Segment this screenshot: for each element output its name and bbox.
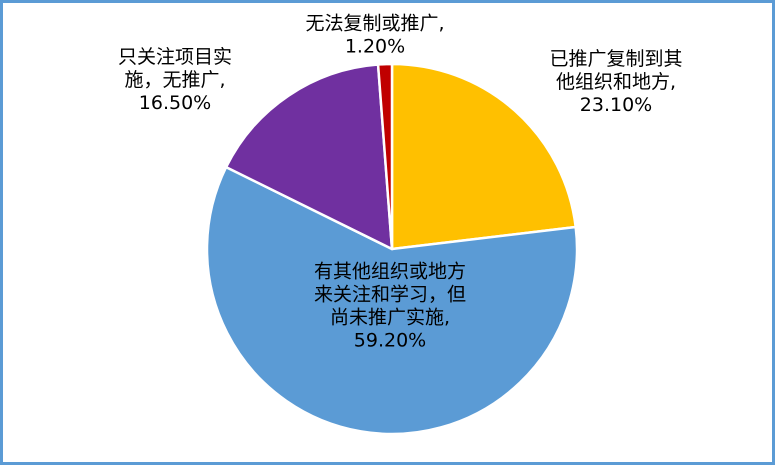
pie-slice-label-4: 无法复制或推广, 1.20% [305,13,444,58]
pie-slice-label-line: 16.50% [139,92,211,114]
pie-labels: 已推广复制到其他组织和地方, 23.10% 有其他组织或地方来关注和学习，但尚未推广… [118,13,683,352]
pie-slice-label-line: 来关注和学习，但 [314,284,466,306]
pie-slice-2 [205,165,579,436]
pie-slices [205,62,579,436]
pie-slice-label-line: 他组织和地方, [556,71,676,93]
pie-slice-label-line: 施，无推广, [124,69,225,91]
pie-slice-label-line: 23.10% [580,94,652,116]
pie-slice-label-line: 59.20% [354,330,426,352]
pie-slice-4 [376,62,394,251]
pie-slice-label-line: 只关注项目实 [118,46,232,68]
pie-slice-label-line: 1.20% [345,36,405,58]
pie-slice-label-2: 有其他组织或地方来关注和学习，但尚未推广实施, 59.20% [314,261,466,352]
pie-slice-1 [390,62,577,251]
pie-slice-label-line: 有其他组织或地方 [314,261,466,283]
pie-slice-label-3: 只关注项目实施，无推广, 16.50% [118,46,232,114]
pie-slice-3 [224,63,394,251]
pie-slice-label-line: 无法复制或推广, [305,13,444,35]
pie-slice-label-line: 尚未推广实施, [330,307,450,329]
pie-slice-label-line: 已推广复制到其 [549,48,682,70]
pie-slice-label-1: 已推广复制到其他组织和地方, 23.10% [549,48,682,116]
